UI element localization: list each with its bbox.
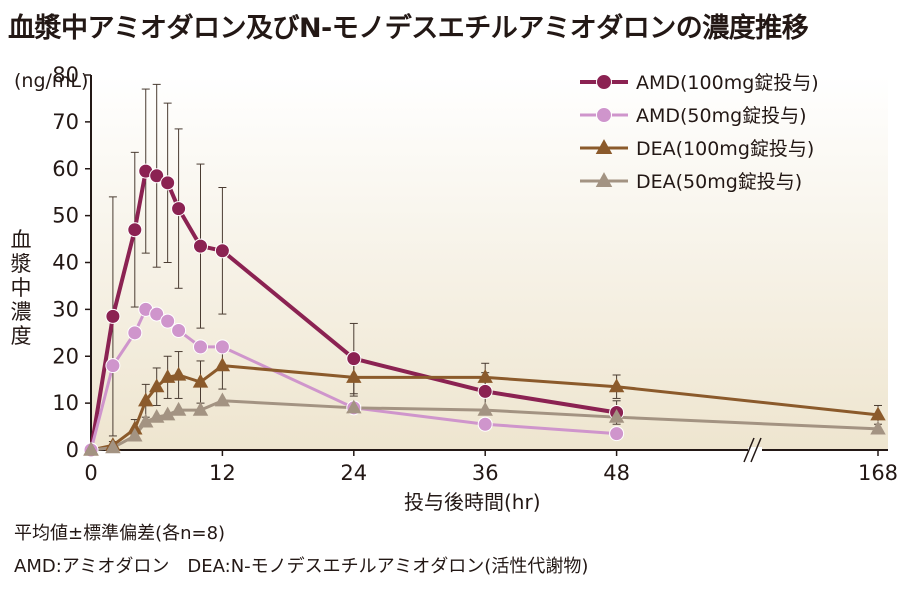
y-tick-label: 30 [52, 297, 79, 321]
y-tick-label: 70 [52, 110, 79, 134]
legend-2-marker [596, 107, 612, 123]
series-4-marker [105, 439, 121, 454]
axis-break-mark [750, 437, 762, 463]
x-tick-label: 0 [84, 461, 97, 485]
y-tick-label: 80 [52, 63, 79, 87]
legend-1-label: AMD(100mg錠投与) [636, 72, 819, 94]
x-tick-label: 36 [472, 461, 499, 485]
legend-3-label: DEA(100mg錠投与) [636, 138, 814, 160]
series-4-marker [170, 401, 187, 416]
series-4-marker [83, 441, 99, 456]
series-2-marker [214, 339, 230, 355]
series-4-marker [346, 399, 362, 414]
series-1-marker [105, 308, 121, 324]
y-axis-label-char: 濃 [10, 300, 32, 324]
series-4-marker [192, 401, 209, 416]
legend-4-marker [595, 172, 613, 187]
series-2-marker [193, 339, 208, 355]
y-axis-label-char: 血 [10, 228, 32, 252]
y-tick-label: 20 [52, 344, 79, 368]
series-3-marker [148, 378, 165, 393]
x-tick-label: 48 [603, 461, 630, 485]
x-axis-label: 投与後時間(hr) [404, 490, 541, 514]
series-3-marker [214, 357, 231, 372]
series-4-marker [214, 392, 231, 407]
y-tick-label: 50 [52, 204, 79, 228]
legend-2-label: AMD(50mg錠投与) [636, 105, 807, 127]
series-3-marker [138, 392, 154, 407]
series-4-marker [148, 408, 165, 423]
y-axis-label: 血漿中濃度 [6, 228, 36, 348]
series-3-marker [870, 406, 886, 421]
series-1-marker [193, 238, 208, 254]
series-1-marker [171, 201, 187, 217]
series-4-marker [870, 420, 886, 435]
series-3-marker [127, 420, 143, 435]
y-axis-label-char: 中 [10, 276, 32, 300]
footnote-statistics: 平均値±標準偏差(各n=8) [14, 523, 226, 544]
series-4-marker [159, 406, 176, 421]
series-3-marker [608, 378, 625, 393]
series-3-marker [346, 369, 362, 383]
series-3-marker [170, 366, 187, 381]
series-4-marker [477, 401, 493, 416]
series-3-marker [477, 369, 493, 383]
x-tick-label: 12 [209, 461, 236, 485]
series-1-line [89, 169, 617, 451]
series-2-marker [609, 426, 625, 442]
x-tick-label: 168 [858, 461, 898, 485]
series-2-marker [171, 322, 187, 338]
legend-1-marker [596, 74, 612, 90]
series-2-marker [149, 306, 165, 322]
y-axis-unit: (ng/mL) [14, 70, 89, 92]
series-1-marker [214, 243, 230, 259]
series-4-marker [127, 427, 143, 442]
series-1-marker [160, 175, 176, 191]
axis-break-gap [748, 447, 762, 453]
series-2-marker [105, 358, 121, 374]
series-2-marker [127, 325, 143, 341]
series-4-marker [608, 408, 625, 423]
y-tick-label: 60 [52, 157, 79, 181]
y-axis-label-char: 度 [10, 324, 32, 348]
y-tick-label: 10 [52, 391, 79, 415]
series-2-marker [160, 313, 176, 329]
y-tick-label: 40 [52, 251, 79, 275]
axis-break-mark [743, 437, 755, 463]
series-1-marker [127, 222, 143, 238]
chart-title: 血漿中アミオダロン及びN-モノデスエチルアミオダロンの濃度推移 [8, 13, 809, 44]
x-tick-label: 24 [340, 461, 367, 485]
legend-3-marker [595, 139, 613, 154]
footnote-abbreviations: AMD:アミオダロン DEA:N-モノデスエチルアミオダロン(活性代謝物) [14, 556, 589, 577]
series-1-marker [346, 351, 362, 367]
series-1-marker [149, 168, 165, 184]
series-1-marker [477, 383, 493, 399]
series-2-marker [477, 416, 493, 432]
series-3-marker [192, 373, 209, 388]
y-axis-label-char: 漿 [10, 252, 32, 276]
legend-4-label: DEA(50mg錠投与) [636, 171, 802, 193]
series-4-marker [138, 413, 154, 428]
series-3-marker [159, 369, 176, 383]
y-tick-label: 0 [66, 438, 79, 462]
